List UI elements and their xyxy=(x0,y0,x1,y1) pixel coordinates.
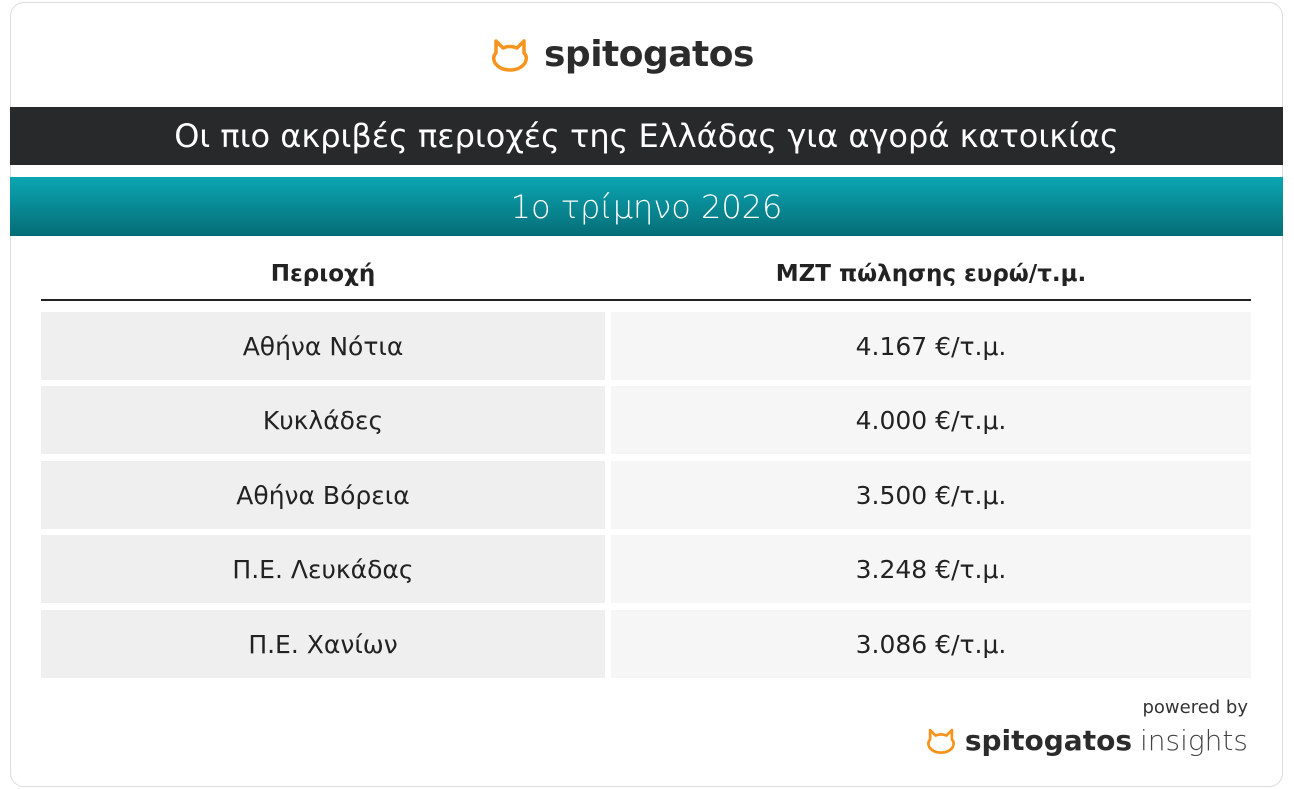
period-subtitle: 1ο τρίμηνο 2026 xyxy=(10,177,1283,236)
header-price: ΜΖΤ πώλησης ευρώ/τ.μ. xyxy=(775,261,1087,287)
row-area: Π.Ε. Χανίων xyxy=(41,610,605,678)
footer-brand: spitogatos xyxy=(964,724,1132,757)
row-area: Αθήνα Βόρεια xyxy=(41,461,605,529)
powered-by: powered by xyxy=(1142,697,1248,718)
footer-product: insights xyxy=(1139,724,1248,757)
cat-icon xyxy=(491,38,529,72)
header-divider xyxy=(41,299,1251,301)
page-title: Οι πιο ακριβές περιοχές της Ελλάδας για … xyxy=(10,107,1283,165)
row-price: 4.167 €/τ.μ. xyxy=(611,312,1251,380)
row-area: Κυκλάδες xyxy=(41,386,605,454)
logo-text: spitogatos xyxy=(544,34,754,75)
row-area: Π.Ε. Λευκάδας xyxy=(41,535,605,603)
cat-icon xyxy=(926,728,955,754)
row-price: 3.248 €/τ.μ. xyxy=(611,535,1251,603)
header-area: Περιοχή xyxy=(270,261,376,287)
row-price: 4.000 €/τ.μ. xyxy=(611,386,1251,454)
logo: spitogatos xyxy=(490,34,754,75)
row-price: 3.500 €/τ.μ. xyxy=(611,461,1251,529)
row-area: Αθήνα Νότια xyxy=(41,312,605,380)
footer-branding: powered by spitogatos insights xyxy=(925,697,1248,757)
row-price: 3.086 €/τ.μ. xyxy=(611,610,1251,678)
